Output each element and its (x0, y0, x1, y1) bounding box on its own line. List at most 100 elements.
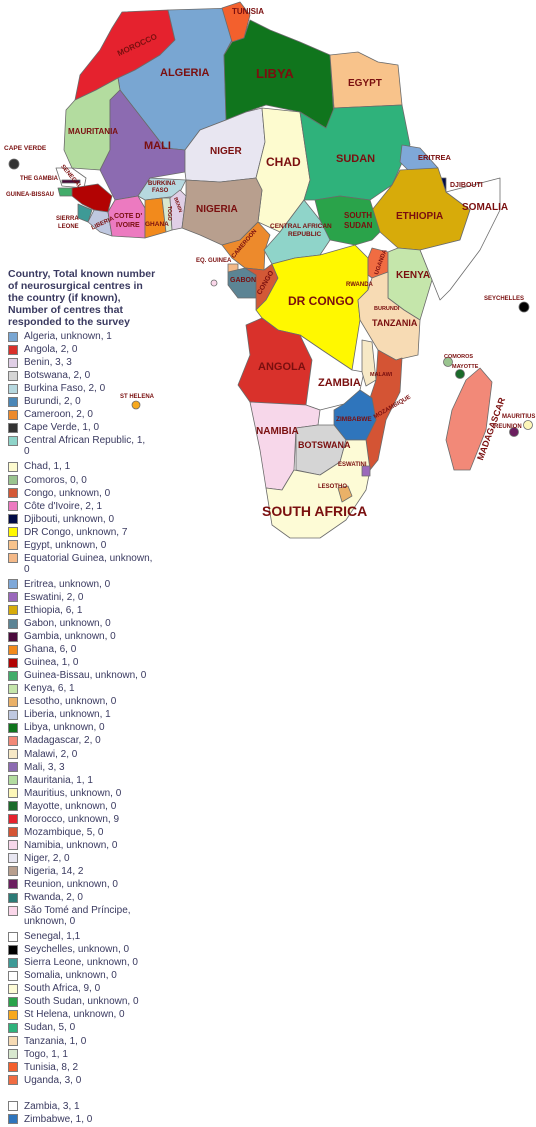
legend-label-line: Senegal, 1,1 (24, 931, 81, 943)
legend-item: Seychelles, unknown, 0 (8, 944, 198, 957)
country-sudan[interactable] (299, 104, 411, 201)
legend-swatch (8, 579, 18, 590)
label-zambia: ZAMBIA (318, 377, 361, 389)
legend-label-line: Tunisia, 8, 2 (24, 1061, 79, 1073)
legend-item: Libya, unknown, 0 (8, 722, 198, 735)
island-comoros[interactable] (443, 357, 453, 367)
legend-item: Uganda, 3, 0 (8, 1075, 198, 1088)
legend-label: Guinea-Bissau, unknown, 0 (24, 670, 146, 681)
legend-item: Comoros, 0, 0 (8, 475, 198, 488)
legend-swatch (8, 892, 18, 903)
label-cote-2: IVOIRE (116, 222, 140, 229)
legend-item: Gambia, unknown, 0 (8, 631, 198, 644)
legend-swatch (8, 409, 18, 420)
legend-item: St Helena, unknown, 0 (8, 1009, 198, 1022)
island-mayotte[interactable] (455, 369, 465, 379)
country-tanzania[interactable] (357, 271, 421, 361)
label-lesotho: LESOTHO (318, 484, 347, 490)
legend-label-line: Tanzania, 1, 0 (24, 1035, 87, 1047)
country-mozambique[interactable] (365, 349, 403, 471)
legend-label: Nigeria, 14, 2 (24, 866, 83, 877)
legend-swatch (8, 853, 18, 864)
legend-swatch (8, 749, 18, 759)
legend-swatch (8, 618, 18, 629)
legend-item: Eritrea, unknown, 0 (8, 579, 198, 592)
legend-item: Niger, 2, 0 (8, 853, 198, 866)
country-somalia[interactable] (419, 177, 501, 301)
label-cape-verde: CAPE VERDE (4, 145, 47, 152)
legend-label: Algeria, unknown, 1 (24, 331, 112, 342)
legend-item: Chad, 1, 1 (8, 461, 198, 474)
country-tunisia[interactable] (221, 1, 251, 43)
legend-item: Ghana, 6, 0 (8, 644, 198, 657)
legend-label: Gambia, unknown, 0 (24, 631, 116, 642)
country-namibia[interactable] (249, 401, 321, 491)
legend-title-line: Number of centres that (8, 304, 123, 316)
label-niger: NIGER (210, 146, 242, 157)
legend-label: Morocco, unknown, 9 (24, 814, 119, 825)
legend-label: Zimbabwe, 1, 0 (24, 1114, 92, 1125)
legend-label-line: Congo, unknown, 0 (24, 487, 111, 499)
island-sao-tome[interactable] (210, 279, 218, 287)
country-lesotho[interactable] (337, 485, 353, 503)
island-seychelles[interactable] (518, 301, 530, 313)
legend-swatch (8, 553, 18, 564)
legend-label: Côte d'Ivoire, 2, 1 (24, 501, 102, 512)
label-comoros: COMOROS (444, 354, 473, 360)
label-reunion: REUNION (494, 424, 522, 430)
legend-label: Seychelles, unknown, 0 (24, 944, 129, 955)
legend-item: Sierra Leone, unknown, 0 (8, 957, 198, 970)
legend-title-line: responded to the survey (8, 316, 130, 328)
label-guinea-bissau: GUINEA-BISSAU (6, 192, 54, 198)
legend-item: DR Congo, unknown, 7 (8, 527, 198, 540)
label-eswatini: ESWATINI (338, 462, 367, 468)
label-gabon: GABON (230, 277, 256, 284)
legend-label: Mauritania, 1, 1 (24, 775, 93, 786)
legend-label-line: Guinea-Bissau, unknown, 0 (24, 670, 147, 682)
legend-item: Mauritius, unknown, 0 (8, 788, 198, 801)
label-rwanda: RWANDA (346, 282, 374, 288)
country-eswatini[interactable] (361, 465, 371, 477)
legend-swatch (8, 996, 18, 1007)
country-madagascar[interactable] (445, 367, 493, 471)
legend-label-line: Côte d'Ivoire, 2, 1 (24, 500, 103, 512)
country-malawi[interactable] (361, 339, 377, 387)
legend-item: Liberia, unknown, 1 (8, 709, 198, 722)
label-st-helena: ST HELENA (120, 394, 155, 400)
island-mauritius[interactable] (523, 420, 533, 430)
label-sudan: SUDAN (336, 153, 375, 165)
label-djibouti: DJIBOUTI (450, 182, 483, 189)
legend-title-line: Country, Total known number (8, 268, 156, 280)
legend-swatch (8, 1101, 18, 1112)
legend-item: Mali, 3, 3 (8, 762, 198, 775)
legend-label-line: unknown, 0 (24, 916, 76, 928)
country-south-africa[interactable] (265, 439, 371, 539)
legend-label: Zambia, 3, 1 (24, 1101, 80, 1112)
legend-item: Burundi, 2, 0 (8, 396, 198, 409)
legend-item: Cameroon, 2, 0 (8, 409, 198, 422)
legend-swatch (8, 422, 18, 433)
country-gambia[interactable] (61, 179, 81, 184)
island-cape-verde[interactable] (8, 158, 20, 170)
label-nigeria: NIGERIA (196, 204, 238, 215)
island-reunion[interactable] (509, 427, 519, 437)
country-guinea-bissau[interactable] (57, 187, 73, 197)
legend-item: Lesotho, unknown, 0 (8, 696, 198, 709)
legend-label: São Tomé and Príncipe, unknown, 0 (24, 905, 131, 927)
island-st-helena[interactable] (131, 400, 141, 410)
legend-swatch (8, 540, 18, 551)
legend-label: Libya, unknown, 0 (24, 722, 105, 733)
legend-label: Mozambique, 5, 0 (24, 827, 104, 838)
legend-label: Gabon, unknown, 0 (24, 618, 111, 629)
legend-label-line: Benin, 3, 3 (24, 357, 72, 369)
legend-label-line: Mali, 3, 3 (24, 761, 65, 773)
legend-item: Tunisia, 8, 2 (8, 1062, 198, 1075)
legend-label-line: Lesotho, unknown, 0 (24, 696, 117, 708)
legend-swatch (8, 1036, 18, 1047)
legend-swatch (8, 696, 18, 707)
label-car-1: CENTRAL AFRICAN (270, 223, 332, 230)
label-dr-congo: DR CONGO (288, 294, 354, 308)
legend-label-line: Angola, 2, 0 (24, 344, 78, 356)
legend-swatch (8, 1062, 18, 1073)
legend-item: Mozambique, 5, 0 (8, 827, 198, 840)
